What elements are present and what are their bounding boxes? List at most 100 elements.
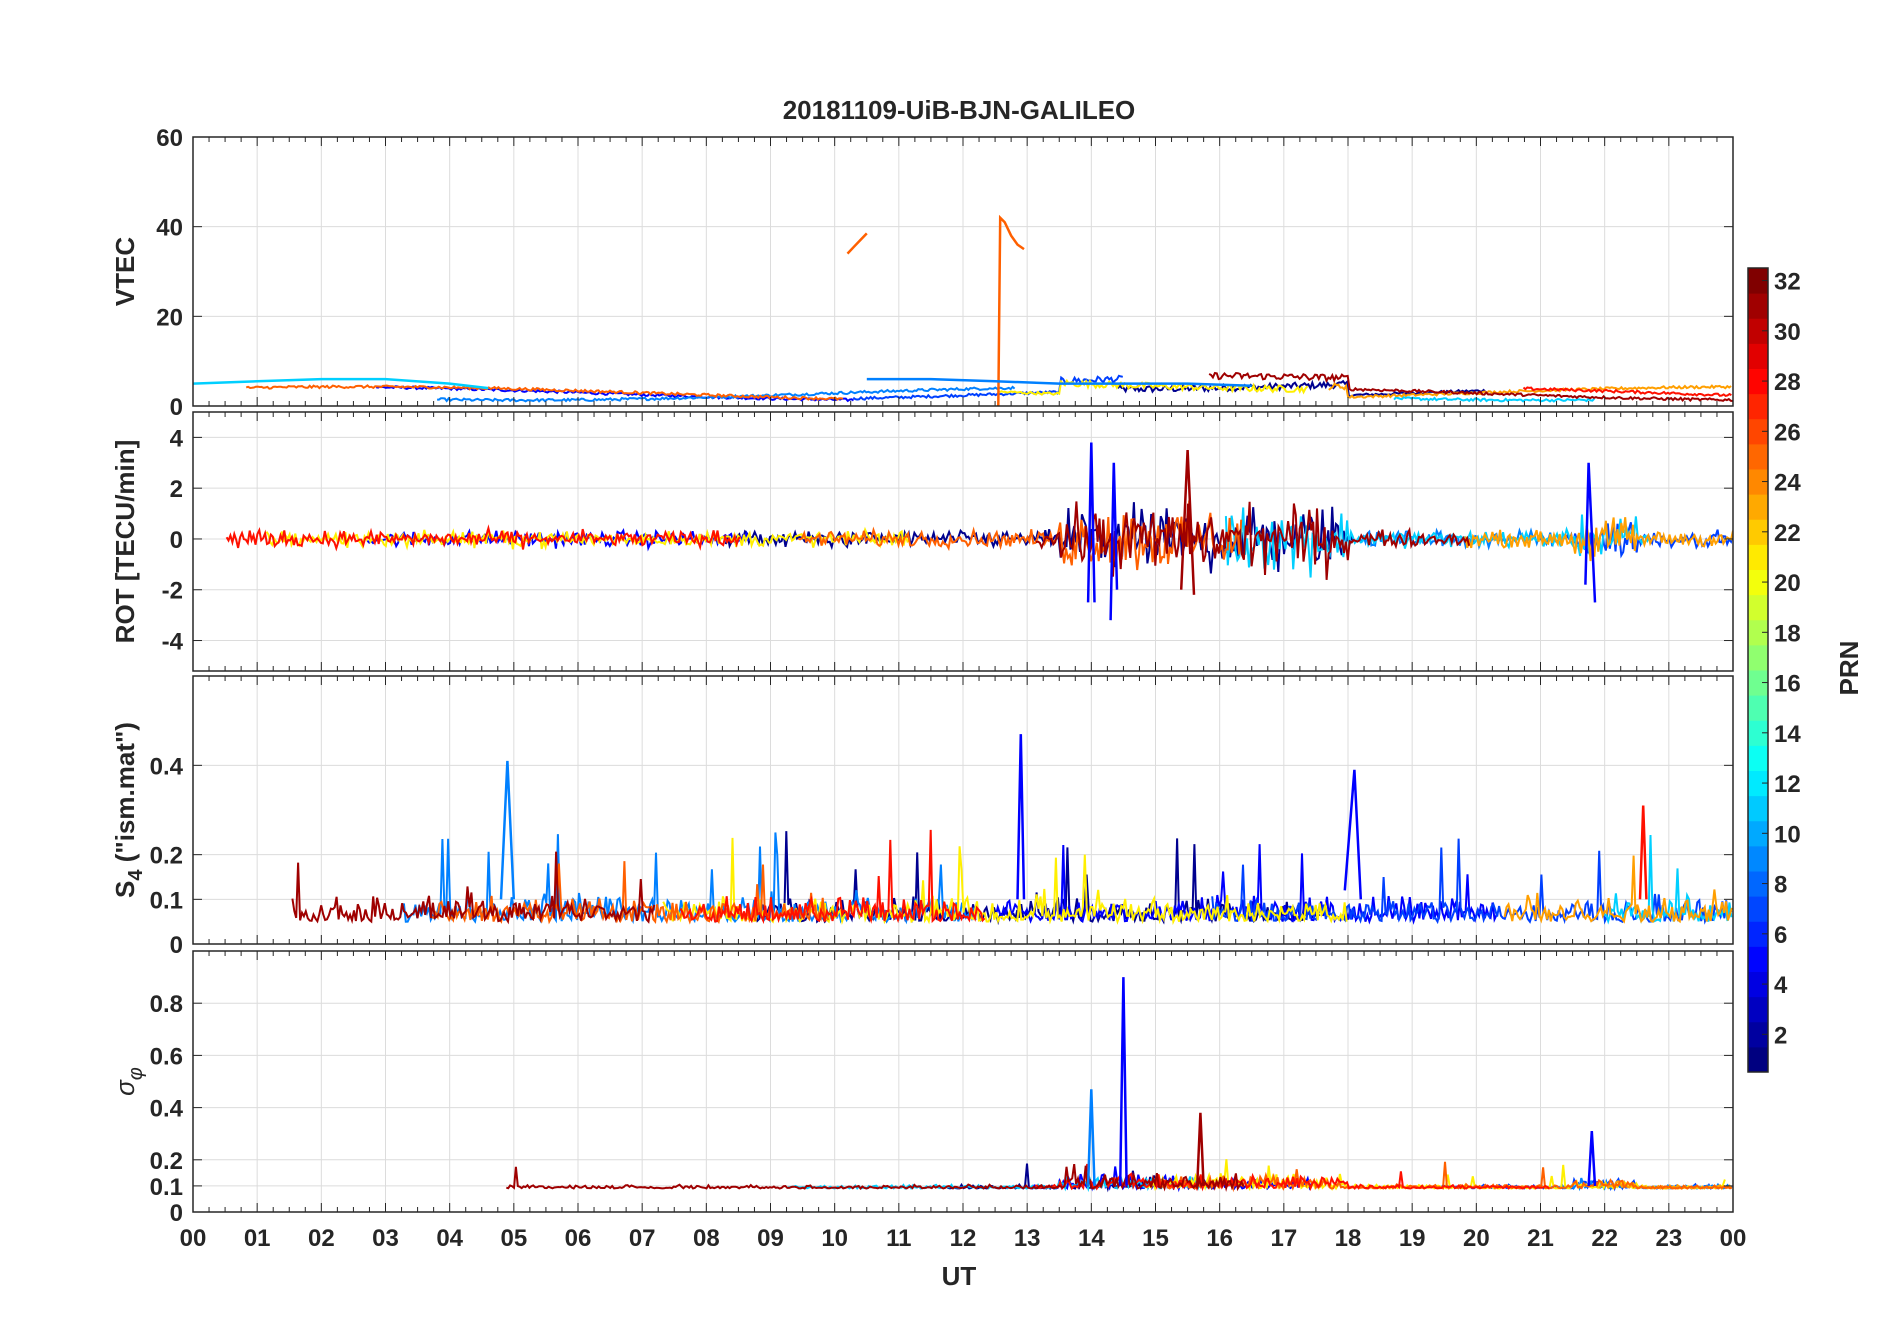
chart-title: 20181109-UiB-BJN-GALILEO xyxy=(783,95,1136,125)
xtick-label-12: 12 xyxy=(950,1225,977,1252)
series-vtec-1 xyxy=(997,214,1025,406)
xtick-label-18: 18 xyxy=(1335,1225,1362,1252)
colorbar-tick-label-7: 16 xyxy=(1774,671,1801,698)
ytick-label-s4-0: 0 xyxy=(170,932,183,959)
x-tick-labels: 00 01 02 03 04 05 06 07 08 09 10 11 12 13 14 15 16 17 18 19… xyxy=(180,1225,1747,1252)
colorbar-tick-label-15: 32 xyxy=(1774,269,1801,296)
series-sigma_phi-3 xyxy=(1587,1131,1597,1186)
panel-sigma_phi: 00.10.2 0.4 0.6 0.8 σφ xyxy=(110,950,1734,1227)
ytick-label-sigma_phi-5: 0.8 xyxy=(150,991,183,1018)
colorbar-swatch xyxy=(1748,569,1768,596)
trace-vtec-8 xyxy=(1522,386,1732,397)
trace-rot-8 xyxy=(225,524,742,552)
series-vtec-0 xyxy=(846,232,868,255)
colorbar-swatch xyxy=(1748,946,1768,972)
xtick-label-8: 08 xyxy=(693,1225,720,1252)
trace-vtec-7 xyxy=(245,384,844,401)
trace-s4-8 xyxy=(679,829,986,925)
traces-vtec xyxy=(193,214,1733,406)
colorbar-tick-label-13: 28 xyxy=(1774,369,1801,396)
colorbar-swatch xyxy=(1748,494,1768,520)
ytick-label-s4-3: 0.4 xyxy=(150,753,184,780)
ytick-label-sigma_phi-0: 0 xyxy=(170,1200,183,1227)
x-axis-label: UT xyxy=(942,1261,977,1291)
colorbar-swatch xyxy=(1748,318,1768,344)
colorbar-swatch xyxy=(1748,670,1768,696)
xtick-label-6: 06 xyxy=(565,1225,592,1252)
colorbar-tick-label-10: 22 xyxy=(1774,520,1801,547)
ytick-label-rot-2: 0 xyxy=(170,527,183,554)
colorbar-swatch xyxy=(1748,619,1768,646)
ticks-sigma_phi xyxy=(192,951,1734,1213)
xtick-label-21: 21 xyxy=(1527,1225,1554,1252)
trace-sigma_phi-7 xyxy=(1157,1161,1733,1193)
series-vtec-3 xyxy=(866,377,1252,388)
ytick-label-rot-0: -4 xyxy=(162,629,184,656)
series-s4-0 xyxy=(499,760,516,900)
colorbar-swatch xyxy=(1748,896,1768,922)
xtick-label-22: 22 xyxy=(1591,1225,1618,1252)
ytick-label-s4-1: 0.1 xyxy=(150,887,183,914)
trace-vtec-3 xyxy=(437,385,1016,403)
trace-vtec-2 xyxy=(852,374,1123,401)
colorbar-tick-label-1: 4 xyxy=(1774,972,1788,999)
colorbar-swatch xyxy=(1748,795,1768,822)
xtick-label-10: 10 xyxy=(821,1225,848,1252)
xtick-label-15: 15 xyxy=(1142,1225,1169,1252)
xtick-label-23: 23 xyxy=(1655,1225,1682,1252)
colorbar-tick-label-0: 2 xyxy=(1774,1022,1787,1049)
trace-rot-9 xyxy=(1035,501,1471,580)
colorbar-swatch xyxy=(1748,644,1768,671)
colorbar-label: PRN xyxy=(1834,641,1864,696)
series-rot-1 xyxy=(1109,462,1119,621)
ytick-label-vtec-1: 20 xyxy=(156,304,183,331)
ytick-label-sigma_phi-3: 0.4 xyxy=(150,1096,184,1123)
colorbar-swatch xyxy=(1748,720,1768,746)
colorbar-swatch xyxy=(1748,971,1768,998)
series-rot-2 xyxy=(1179,450,1196,595)
series-s4-3 xyxy=(1638,805,1648,900)
xtick-label-0: 00 xyxy=(180,1225,207,1252)
ticks-vtec xyxy=(192,136,1734,407)
xtick-label-11: 11 xyxy=(886,1225,911,1252)
colorbar-tick-label-4: 10 xyxy=(1774,821,1801,848)
trace-vtec-6 xyxy=(1328,381,1732,399)
xtick-label-9: 09 xyxy=(757,1225,784,1252)
xtick-label-17: 17 xyxy=(1270,1225,1297,1252)
colorbar-swatch xyxy=(1748,368,1768,395)
xtick-label-5: 05 xyxy=(500,1225,527,1252)
panel-s4: 0 0.1 0.2 0.4S4 ("ism.mat") xyxy=(110,675,1734,959)
ticks-rot xyxy=(192,412,1734,671)
colorbar-swatch xyxy=(1748,519,1768,545)
trace-rot-6 xyxy=(1464,517,1733,562)
colorbar-swatch xyxy=(1748,393,1768,420)
x-axis: 00 01 02 03 04 05 06 07 08 09 10 11 12 13 14 15 16 17 18 19… xyxy=(180,1225,1747,1291)
colorbar-swatch xyxy=(1748,695,1768,721)
ytick-label-rot-4: 4 xyxy=(170,425,184,452)
colorbar-swatch xyxy=(1748,770,1768,797)
series-sigma_phi-0 xyxy=(1118,977,1128,1186)
colorbar-tick-label-2: 6 xyxy=(1774,922,1787,949)
ylabel-rot: ROT [TECU/min] xyxy=(110,440,140,644)
traces-sigma_phi xyxy=(506,977,1733,1193)
colorbar-swatch xyxy=(1748,1046,1768,1073)
ytick-label-vtec-0: 0 xyxy=(170,394,183,421)
ytick-label-vtec-3: 60 xyxy=(156,125,183,152)
colorbar-swatch xyxy=(1748,745,1768,771)
series-rot-3 xyxy=(1584,462,1597,603)
xtick-label-7: 07 xyxy=(629,1225,656,1252)
xtick-label-19: 19 xyxy=(1399,1225,1426,1252)
colorbar-tick-label-5: 12 xyxy=(1774,771,1801,798)
xtick-label-20: 20 xyxy=(1463,1225,1490,1252)
ytick-label-sigma_phi-2: 0.2 xyxy=(150,1148,183,1175)
trace-vtec-4 xyxy=(1393,396,1596,403)
colorbar-tick-label-9: 20 xyxy=(1774,570,1801,597)
ylabel-s4: S4 ("ism.mat") xyxy=(110,722,147,898)
colorbar-swatch xyxy=(1748,293,1768,319)
colorbar-swatch xyxy=(1748,343,1768,369)
colorbar-swatch xyxy=(1748,443,1768,470)
colorbar-tick-label-11: 24 xyxy=(1774,470,1801,497)
